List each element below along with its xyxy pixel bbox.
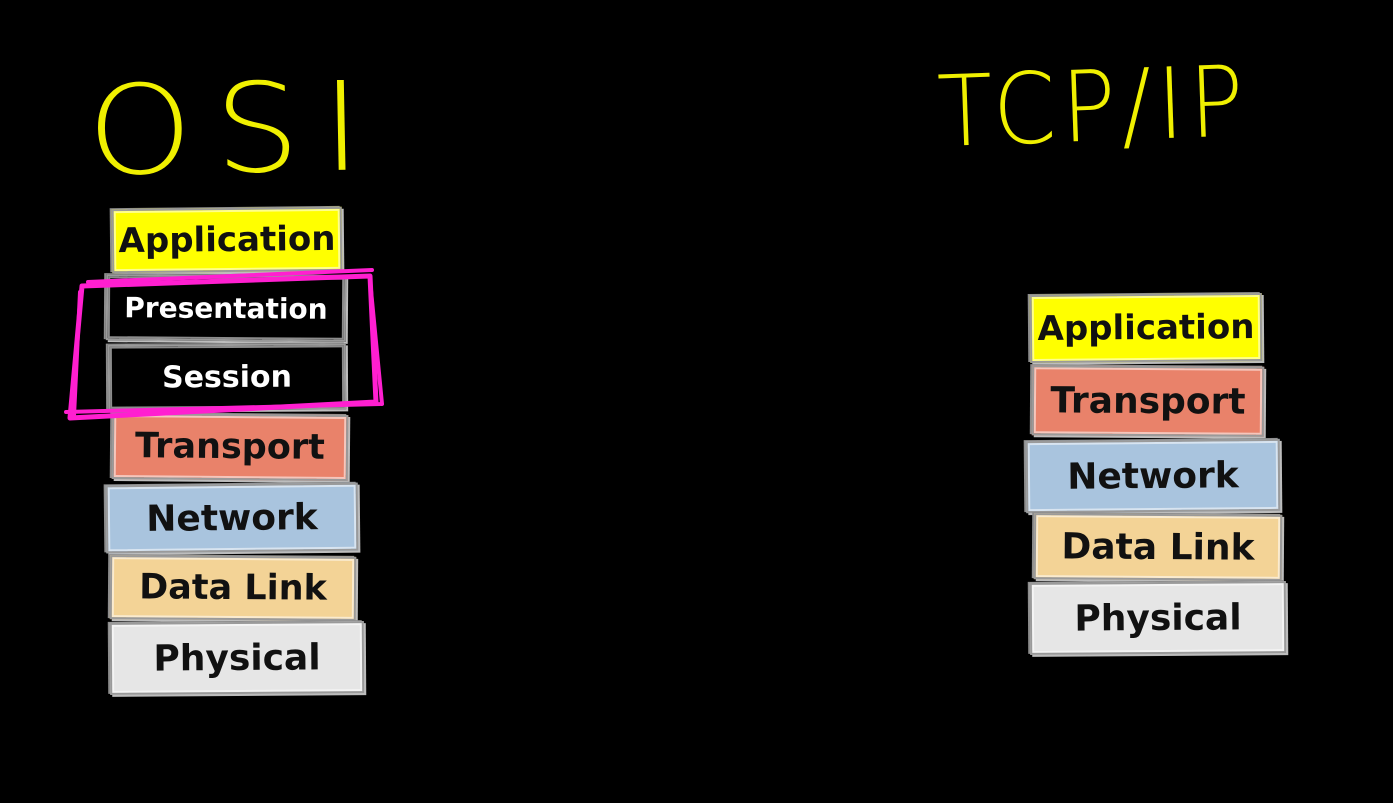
osi-layer-label: Physical: [153, 636, 321, 680]
tcpip-layer-application: Application: [1029, 292, 1263, 364]
osi-layer-application: Application: [111, 206, 343, 274]
tcpip-layer-label: Data Link: [1061, 525, 1255, 569]
osi-layer-data-link: Data Link: [109, 555, 357, 621]
osi-layer-label: Presentation: [124, 290, 328, 326]
osi-layer-label: Network: [146, 496, 318, 540]
osi-layer-presentation: Presentation: [105, 274, 347, 342]
tcpip-layer-label: Physical: [1074, 596, 1242, 640]
osi-title: OSI: [85, 55, 385, 204]
tcpip-layer-label: Transport: [1050, 379, 1246, 423]
tcpip-layer-label: Application: [1037, 307, 1255, 349]
osi-layer-label: Data Link: [139, 567, 327, 609]
osi-layer-network: Network: [105, 482, 359, 554]
tcpip-title: TCP/IP: [935, 45, 1252, 170]
tcpip-layer-transport: Transport: [1031, 365, 1265, 437]
osi-layer-transport: Transport: [111, 412, 349, 482]
osi-layer-physical: Physical: [109, 621, 365, 695]
tcpip-layer-physical: Physical: [1029, 581, 1287, 655]
tcpip-layer-label: Network: [1067, 454, 1239, 498]
tcpip-layer-data-link: Data Link: [1033, 513, 1283, 581]
tcpip-layer-network: Network: [1025, 438, 1281, 514]
osi-layer-label: Session: [161, 359, 293, 395]
osi-layer-session: Session: [107, 343, 347, 411]
osi-layer-label: Application: [118, 218, 336, 262]
osi-layer-label: Transport: [134, 426, 326, 468]
